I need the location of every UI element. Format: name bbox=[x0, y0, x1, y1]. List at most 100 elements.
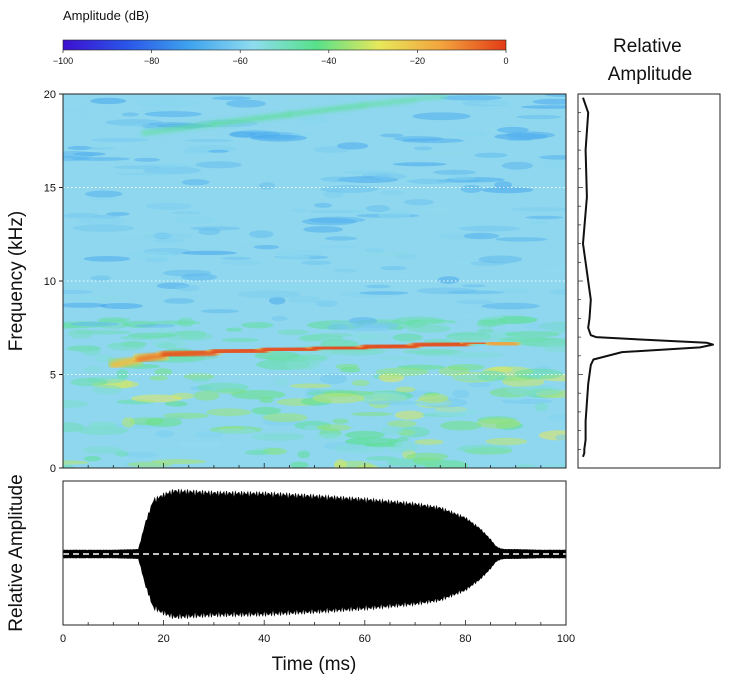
spectrogram-texture-blob bbox=[414, 439, 444, 445]
spectrogram-texture-blob bbox=[396, 436, 409, 442]
spectrogram-band-segment bbox=[141, 121, 216, 136]
spectrogram-texture-blob bbox=[106, 212, 130, 216]
spectrogram-texture-blob bbox=[221, 337, 260, 342]
colorbar: Amplitude (dB) −100 −80 −60 −40 −20 0 bbox=[53, 8, 509, 66]
spectrogram-y-tick-label: 5 bbox=[50, 370, 56, 382]
spectrogram-texture-blob bbox=[91, 137, 149, 143]
spectrogram-texture-blob bbox=[301, 260, 332, 265]
spectrogram-texture-blob bbox=[437, 276, 460, 284]
spectrogram-band-segment bbox=[413, 94, 448, 102]
spectrogram-texture-blob bbox=[230, 389, 286, 400]
spectrogram-texture-blob bbox=[270, 282, 320, 290]
spectrogram-texture-blob bbox=[458, 225, 521, 232]
spectrogram-fundamental bbox=[105, 335, 524, 373]
spectrogram-texture-blob bbox=[359, 291, 409, 295]
waveform-x-tick-label: 20 bbox=[157, 633, 169, 645]
spectrogram-texture-blob bbox=[530, 220, 549, 225]
spectrogram-texture-blob bbox=[543, 343, 566, 353]
spectrogram-texture-blob bbox=[63, 460, 89, 465]
spectrogram-texture-blob bbox=[461, 284, 486, 288]
spectrogram-texture-blob bbox=[412, 112, 471, 121]
spectrogram-texture-blob bbox=[211, 96, 252, 101]
spectrogram-texture-blob bbox=[334, 459, 347, 468]
waveform-y-axis-label: Relative Amplitude bbox=[6, 474, 27, 631]
colorbar-tick-label: −60 bbox=[233, 56, 248, 66]
spectrogram-texture-blob bbox=[377, 211, 411, 220]
spectrogram-texture-blob bbox=[237, 290, 301, 299]
spectrogram-texture-blob bbox=[90, 97, 127, 105]
spectrogram-texture-blob bbox=[295, 134, 345, 140]
spectrogram-texture-blob bbox=[333, 268, 357, 273]
spectrogram-texture-blob bbox=[124, 451, 158, 459]
spectrogram-texture-blob bbox=[494, 181, 513, 189]
spectrogram-texture-blob bbox=[342, 170, 398, 175]
spectrogram-texture-blob bbox=[63, 151, 96, 159]
spectrogram-texture-blob bbox=[460, 184, 483, 193]
spectrogram-texture-blob bbox=[67, 145, 93, 151]
spectrogram-texture-blob bbox=[302, 217, 357, 226]
spectrogram-texture-blob bbox=[177, 441, 223, 448]
spectrogram-texture-blob bbox=[119, 123, 151, 127]
spectrogram-band-segment bbox=[210, 346, 268, 356]
spectrogram-texture-blob bbox=[289, 383, 332, 389]
spectrogram-texture-blob bbox=[144, 111, 202, 118]
spectrogram-texture-blob bbox=[515, 463, 537, 468]
spectrogram-texture-blob bbox=[498, 316, 537, 324]
spectrogram-texture-blob bbox=[149, 375, 169, 381]
spectrogram-texture-blob bbox=[506, 385, 562, 396]
colorbar-tick-label: −100 bbox=[53, 56, 73, 66]
spectrogram-texture-blob bbox=[63, 289, 93, 295]
spectrogram-texture-blob bbox=[448, 174, 476, 181]
spectrogram-texture-blob bbox=[452, 389, 470, 399]
power-spectrum-title: Relative Amplitude bbox=[608, 36, 693, 85]
spectrogram-texture-blob bbox=[544, 94, 566, 97]
colorbar-ticks: −100 −80 −60 −40 −20 0 bbox=[53, 50, 509, 66]
spectrogram-texture-blob bbox=[77, 295, 128, 301]
spectrogram-texture-blob bbox=[241, 322, 274, 329]
spectrogram-texture bbox=[63, 94, 566, 468]
spectrogram-texture-blob bbox=[474, 460, 498, 468]
spectrogram-texture-blob bbox=[350, 331, 373, 342]
spectrogram-texture-blob bbox=[540, 265, 566, 273]
spectrogram-texture-blob bbox=[542, 159, 566, 168]
spectrogram-texture-blob bbox=[387, 420, 417, 428]
spectrogram-texture-blob bbox=[534, 198, 566, 205]
spectrogram-texture-blob bbox=[476, 418, 521, 429]
spectrogram-texture-blob bbox=[70, 377, 108, 387]
spectrogram-texture-blob bbox=[251, 432, 306, 441]
spectrogram-band-segment bbox=[260, 345, 318, 354]
spectrogram-texture-blob bbox=[414, 151, 472, 155]
power-spectrum-y-ticks bbox=[578, 93, 583, 469]
spectrogram-texture-blob bbox=[251, 406, 282, 415]
spectrogram-texture-blob bbox=[185, 138, 234, 143]
spectrogram-texture-blob bbox=[258, 182, 276, 190]
spectrogram-texture-blob bbox=[407, 178, 452, 184]
colorbar-tick-label: −20 bbox=[410, 56, 425, 66]
spectrogram-texture-blob bbox=[413, 146, 433, 151]
power-spectrum-panel: Relative Amplitude bbox=[577, 36, 721, 469]
spectrogram-texture-blob bbox=[288, 295, 322, 304]
spectrogram-texture-blob bbox=[433, 169, 477, 175]
spectrogram-texture-blob bbox=[380, 133, 404, 138]
spectrogram-texture-blob bbox=[403, 199, 434, 206]
spectrogram-texture-blob bbox=[336, 142, 369, 150]
spectrogram-texture-blob bbox=[379, 355, 416, 361]
spectrogram-texture-blob bbox=[63, 110, 96, 114]
spectrogram-texture-blob bbox=[221, 260, 263, 266]
spectrogram-texture-blob bbox=[77, 426, 129, 436]
power-spectrum-title-line-1: Relative bbox=[613, 36, 682, 57]
spectrogram-texture-blob bbox=[216, 428, 257, 434]
spectrogram-texture-blob bbox=[63, 212, 100, 219]
spectrogram-texture-blob bbox=[394, 410, 425, 420]
spectrogram-texture-blob bbox=[496, 126, 529, 134]
spectrogram-texture-blob bbox=[121, 112, 139, 117]
spectrogram-texture-blob bbox=[403, 130, 423, 135]
waveform-panel: 0 20 40 60 80 100 Relative Amplitude Time (ms… bbox=[6, 474, 575, 675]
spectrogram-texture-blob bbox=[542, 463, 566, 468]
spectrogram-texture-blob bbox=[253, 432, 266, 439]
spectrogram-texture-blob bbox=[504, 330, 560, 338]
spectrogram-texture-blob bbox=[397, 426, 430, 438]
spectrogram-texture-blob bbox=[244, 450, 269, 456]
spectrogram-texture-blob bbox=[324, 236, 358, 241]
spectrogram-texture-blob bbox=[225, 99, 266, 108]
